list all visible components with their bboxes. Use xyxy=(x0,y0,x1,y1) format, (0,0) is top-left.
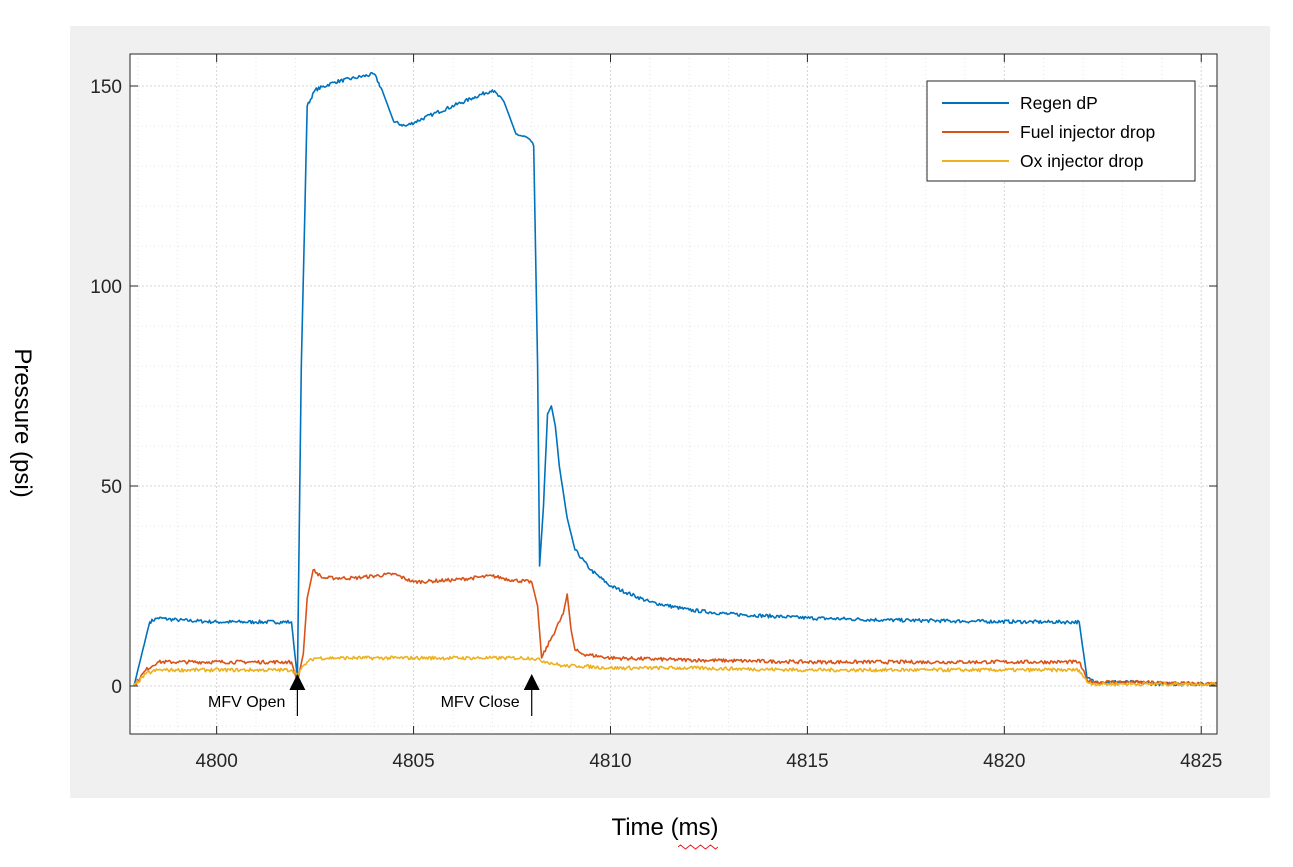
x-axis-label: Time (ms) xyxy=(611,814,719,841)
annotation-arrowhead-0 xyxy=(289,674,306,690)
series-line-2 xyxy=(133,655,1218,687)
legend-label-2: Ox injector drop xyxy=(1020,151,1144,171)
spellcheck-squiggle xyxy=(678,844,718,850)
y-tick-label: 0 xyxy=(111,677,122,698)
annotation-arrowhead-1 xyxy=(523,674,540,690)
y-tick-label: 100 xyxy=(90,277,122,298)
annotation-label-1: MFV Close xyxy=(441,694,520,711)
legend-label-1: Fuel injector drop xyxy=(1020,122,1155,142)
x-tick-label: 4820 xyxy=(983,751,1025,772)
x-tick-label: 4825 xyxy=(1180,751,1222,772)
y-tick-label: 50 xyxy=(101,477,122,498)
x-tick-label: 4815 xyxy=(786,751,828,772)
x-tick-label: 4810 xyxy=(589,751,631,772)
figure-panel: 4800 4805 4810 4815 4820 4825 0 50 100 150 Regen d… xyxy=(70,26,1270,798)
annotation-label-0: MFV Open xyxy=(208,694,285,711)
x-tick-label: 4800 xyxy=(196,751,238,772)
series-line-0 xyxy=(133,71,1218,687)
line-chart: 4800 4805 4810 4815 4820 4825 0 50 100 150 Regen d… xyxy=(90,53,1222,772)
series-line-1 xyxy=(133,568,1218,687)
legend-label-0: Regen dP xyxy=(1020,93,1098,113)
y-axis-label: Pressure (psi) xyxy=(9,348,36,498)
x-tick-label: 4805 xyxy=(392,751,434,772)
axes-box xyxy=(129,53,1218,735)
y-tick-label: 150 xyxy=(90,77,122,98)
y-axis-label-container: Pressure (psi) xyxy=(2,268,42,578)
